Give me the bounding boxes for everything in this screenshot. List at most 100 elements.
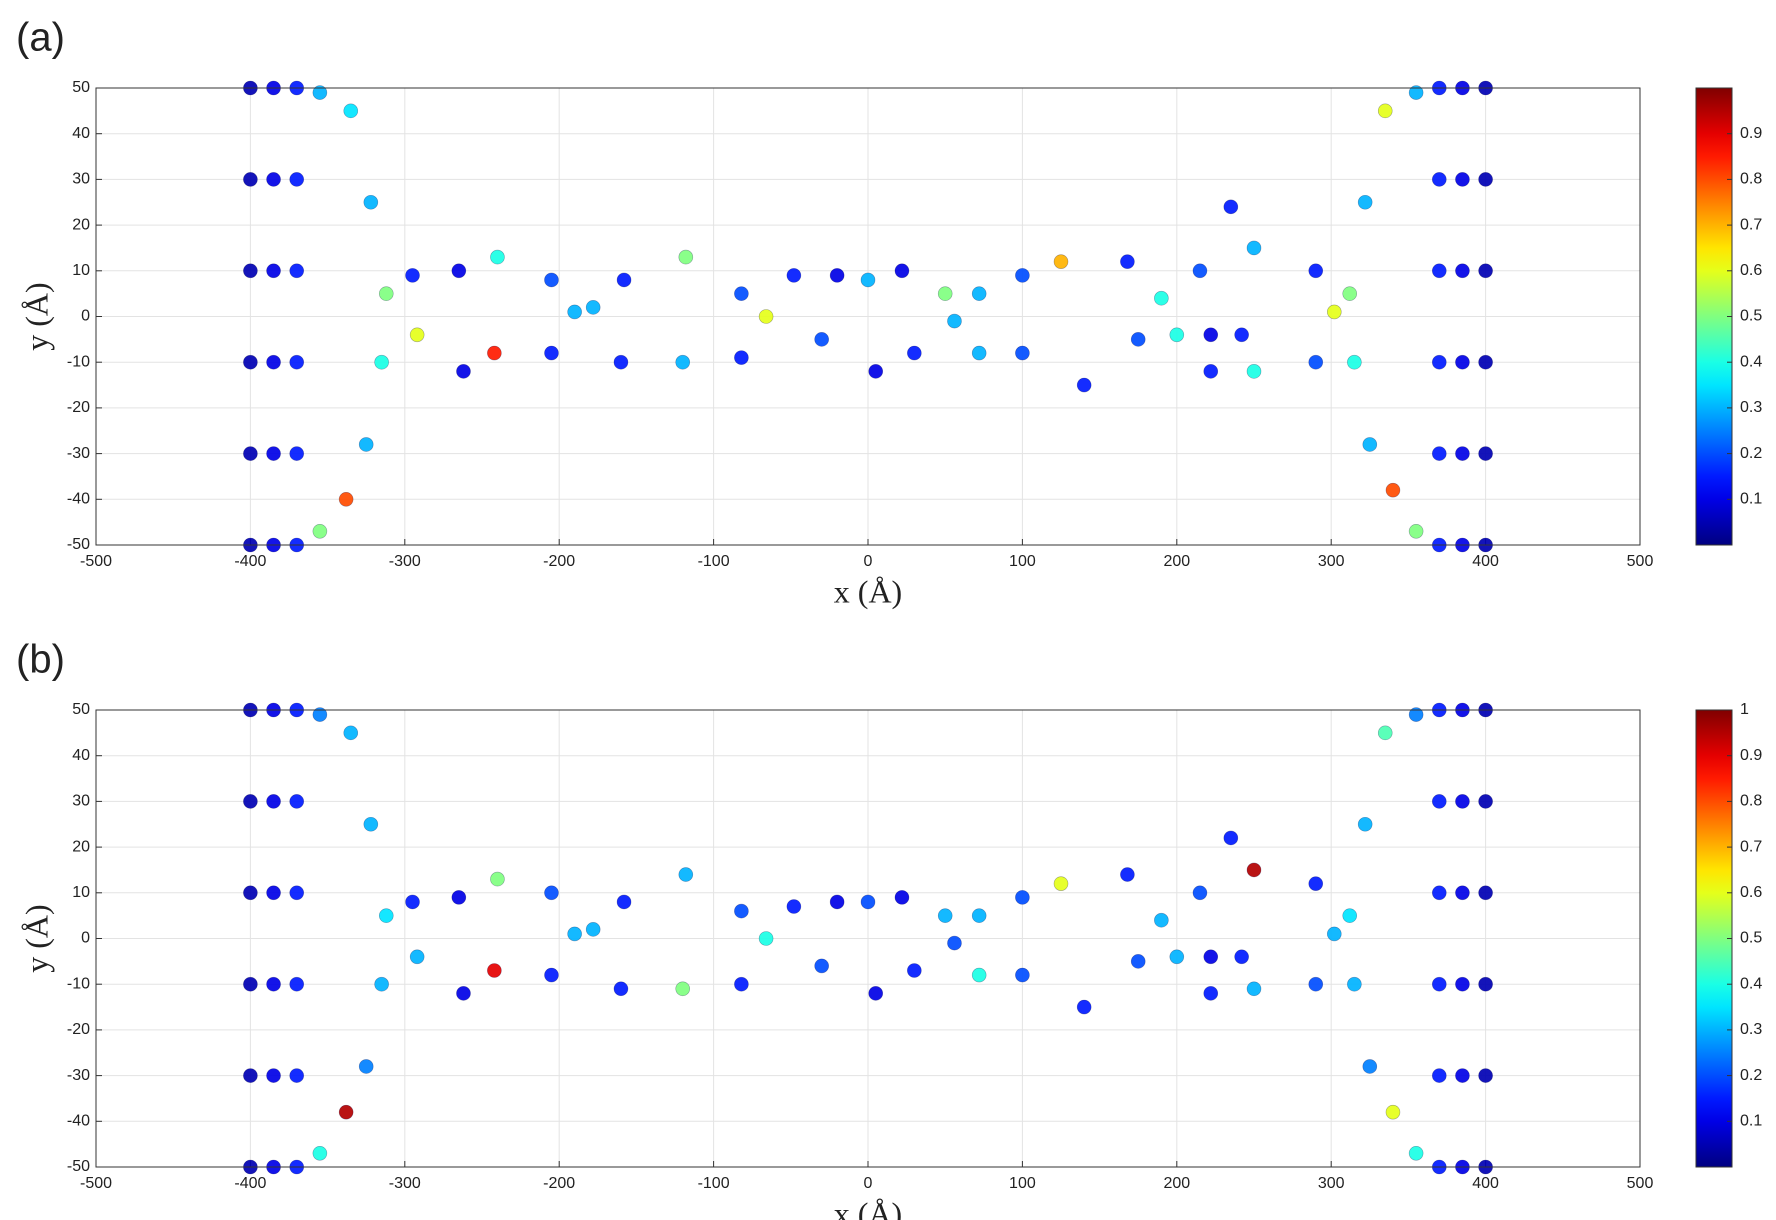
point [289,976,305,992]
point [567,926,582,942]
point [678,867,694,882]
point [487,345,502,361]
point [1408,85,1424,100]
point [1478,794,1493,809]
point [1342,286,1358,301]
point [374,354,389,370]
y-tick-label: 50 [72,701,90,718]
point [1431,976,1447,992]
x-tick-label: -500 [80,553,112,570]
colorbar-tick-label: 0.2 [1740,445,1762,462]
x-tick-label: 500 [1627,553,1654,570]
y-tick-label: -50 [67,536,90,553]
point [894,890,910,905]
point [266,1068,281,1083]
point [1357,816,1373,832]
point [613,354,629,370]
point [1455,263,1470,279]
point [907,345,922,361]
y-tick-label: 30 [72,171,90,188]
point [1192,885,1208,901]
point [829,268,845,283]
point [758,931,774,946]
point [451,263,467,279]
colorbar-tick-label: 0.4 [1740,975,1762,992]
y-tick-label: 10 [72,884,90,901]
point [971,967,987,983]
point [894,263,910,279]
point [1342,908,1358,923]
point [1362,437,1378,452]
point [971,908,987,923]
point [1478,172,1493,187]
point [1357,194,1373,210]
point [312,85,328,100]
point [1362,1059,1378,1074]
point [243,354,258,370]
point [1308,976,1324,992]
point [451,890,467,905]
colorbar-tick-label: 0.5 [1740,930,1762,947]
x-tick-label: 400 [1472,553,1499,570]
point [358,437,374,452]
point [1431,263,1447,279]
x-tick-label: -100 [698,1175,730,1192]
point [1308,876,1324,891]
point [1120,254,1135,269]
point [567,304,582,320]
point [786,268,802,283]
point [907,963,922,978]
point [1377,103,1393,119]
y-tick-label: -30 [67,445,90,462]
colorbar-tick-label: 0.7 [1740,216,1762,233]
point [734,286,749,301]
x-axis-label: x (Å) [834,1195,902,1220]
point [1455,172,1470,187]
point [734,350,749,365]
point [971,286,987,301]
x-tick-label: 0 [864,1175,873,1192]
point [678,249,694,265]
y-axis-label: y (Å) [18,282,54,350]
point [1455,1068,1470,1083]
point [289,1068,305,1083]
colorbar-tick-label: 0.9 [1740,747,1762,764]
plot-frame [95,709,1641,1168]
y-tick-label: 0 [81,308,90,325]
point [814,332,829,347]
point [947,935,962,951]
panel-label: (b) [16,638,65,682]
colorbar-tick-label: 1 [1740,701,1749,718]
point [1408,707,1424,722]
colorbar-tick-label: 0.9 [1740,125,1762,142]
point [544,345,559,361]
point [1408,523,1424,539]
y-tick-label: -50 [67,1158,90,1175]
point [1203,364,1219,379]
point [409,949,425,965]
point [289,885,305,901]
x-tick-label: 500 [1627,1175,1654,1192]
point [456,364,471,379]
point [937,908,953,923]
point [1326,304,1342,320]
point [1478,976,1493,992]
colorbar-tick-label: 0.3 [1740,1021,1762,1038]
point [289,354,305,370]
point [405,268,420,283]
x-tick-label: 300 [1318,553,1345,570]
x-tick-label: -200 [543,553,575,570]
x-axis-label: x (Å) [834,573,902,609]
point [289,446,305,461]
point [1385,482,1401,498]
y-tick-label: 30 [72,793,90,810]
colorbar-tick-label: 0.4 [1740,353,1762,370]
y-tick-label: -30 [67,1067,90,1084]
point [487,963,502,978]
point [289,263,305,279]
point [860,894,876,910]
point [1431,172,1447,187]
point [343,725,359,741]
point [338,1104,354,1120]
